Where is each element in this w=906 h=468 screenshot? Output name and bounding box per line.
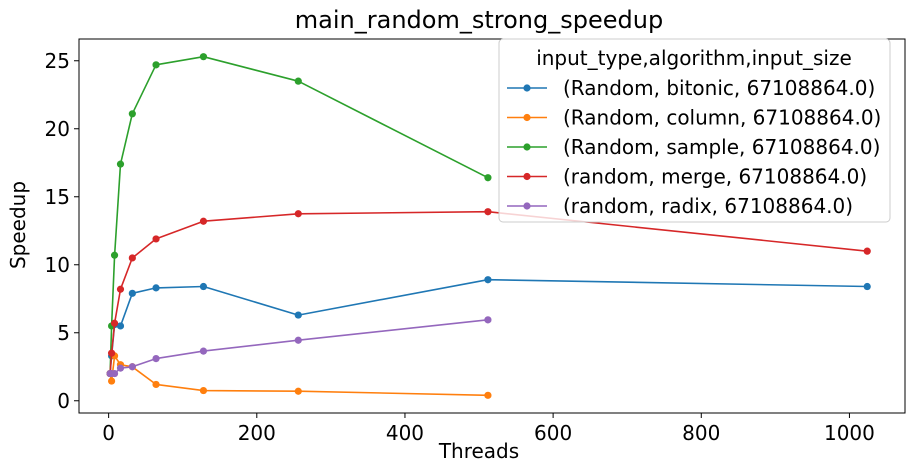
legend-swatch-marker (523, 202, 531, 210)
series-line (110, 319, 488, 375)
data-point (484, 391, 492, 399)
plot-area: 0 200 400 600 800 1000 0 5 10 15 20 25 (45, 38, 906, 445)
legend-label: (Random, column, 67108864.0) (563, 106, 881, 130)
data-point (128, 289, 136, 297)
x-tick-label: 600 (534, 421, 572, 445)
y-tick-label: 25 (45, 49, 70, 73)
chart-title: main_random_strong_speedup (295, 6, 663, 34)
data-point (199, 53, 208, 61)
series-line (109, 278, 868, 374)
x-tick-label: 0 (102, 421, 115, 445)
data-point (107, 349, 116, 357)
legend-label: (Random, sample, 67108864.0) (563, 135, 880, 159)
legend-swatch-marker (523, 172, 531, 181)
data-point (294, 210, 302, 218)
data-point (110, 319, 119, 327)
legend-swatch-marker (523, 113, 531, 122)
legend-swatch-marker (523, 143, 531, 151)
data-point (128, 254, 136, 262)
series-2 (106, 53, 492, 378)
y-tick-label: 15 (45, 185, 70, 209)
data-point (116, 285, 125, 293)
legend-entry: (Random, bitonic, 67108864.0) (507, 76, 875, 100)
data-point (294, 387, 302, 395)
series-layer (106, 53, 871, 399)
y-tick-label: 0 (57, 389, 70, 413)
data-point (484, 276, 492, 284)
data-point (152, 61, 160, 69)
data-point (199, 217, 208, 225)
data-point (199, 347, 208, 355)
y-tick-label: 20 (45, 117, 70, 141)
data-point (199, 282, 208, 291)
data-point (116, 160, 125, 168)
series-3 (106, 208, 871, 378)
x-tick-label: 800 (682, 421, 720, 445)
series-0 (106, 276, 871, 378)
legend-label: (Random, bitonic, 67108864.0) (563, 76, 875, 100)
data-point (116, 322, 125, 330)
legend-entry: (random, merge, 67108864.0) (507, 165, 867, 189)
legend-entries: (Random, bitonic, 67108864.0) (Random, co… (507, 76, 881, 218)
x-tick-label: 200 (238, 421, 276, 445)
legend-entry: (Random, column, 67108864.0) (507, 106, 881, 130)
legend-label: (random, merge, 67108864.0) (563, 165, 867, 189)
data-point (484, 316, 492, 324)
data-point (484, 208, 492, 216)
data-point (152, 380, 160, 389)
data-point (110, 251, 119, 259)
data-point (152, 284, 160, 292)
x-tick-label: 1000 (824, 421, 875, 445)
data-point (107, 377, 116, 385)
x-axis-label: Threads (438, 439, 519, 463)
data-point (110, 369, 119, 378)
data-point (128, 363, 136, 371)
legend-box (498, 38, 891, 223)
y-tick-label: 5 (57, 321, 70, 345)
data-point (152, 235, 160, 243)
legend-swatch-marker (523, 84, 531, 92)
legend-entry: (random, radix, 67108864.0) (507, 194, 853, 218)
data-point (484, 174, 492, 182)
data-point (294, 336, 302, 344)
data-point (863, 282, 871, 291)
data-point (294, 311, 302, 319)
y-tick-label: 10 (45, 253, 70, 277)
x-tick-label: 400 (386, 421, 424, 445)
data-point (294, 77, 302, 85)
legend-title: input_type,algorithm,input_size (536, 46, 852, 70)
series-4 (106, 316, 492, 378)
legend: input_type,algorithm,input_size (Random,… (498, 38, 891, 223)
series-1 (106, 352, 492, 399)
data-point (152, 355, 160, 363)
series-line (109, 210, 868, 374)
data-point (199, 386, 208, 395)
legend-label: (random, radix, 67108864.0) (563, 194, 853, 218)
y-axis-label: Speedup (6, 181, 30, 269)
axes-frame (78, 38, 906, 414)
data-point (863, 247, 871, 255)
legend-entry: (Random, sample, 67108864.0) (507, 135, 880, 159)
data-point (128, 110, 136, 118)
data-point (116, 364, 125, 372)
